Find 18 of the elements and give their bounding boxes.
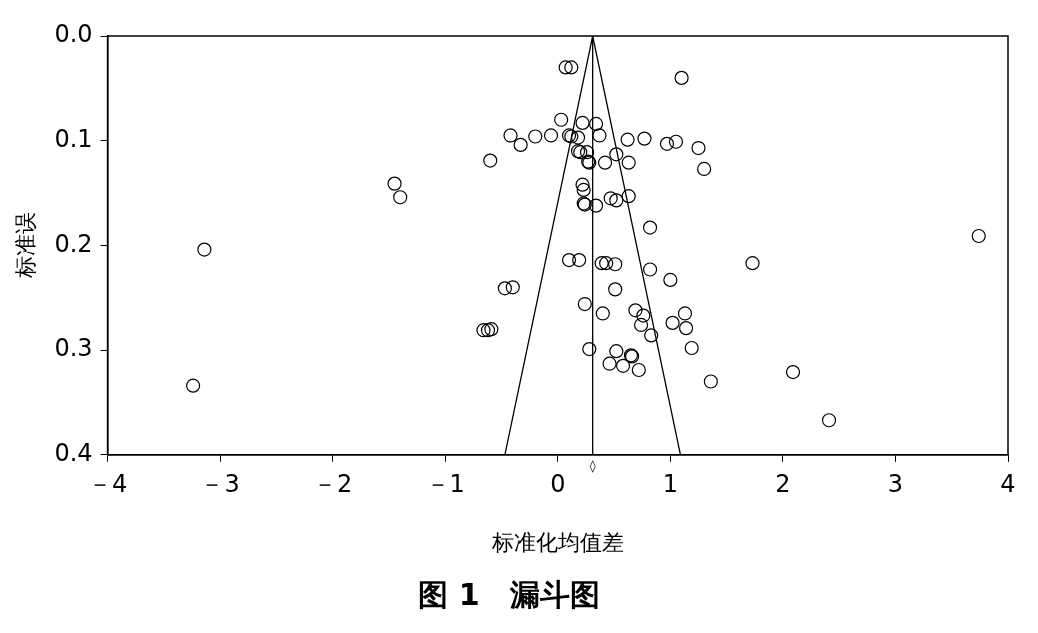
x-tick-label: 3 [887,470,904,499]
ref-line-label: ◊ [589,458,596,473]
x-tick-label: 0 [550,470,566,499]
x-tick-label: －1 [425,470,465,499]
y-axis-title: 标准误 [12,212,38,280]
y-tick-label: 0.4 [54,439,93,468]
text: 图 1 漏斗图 [418,576,600,612]
y-tick-label: 0.3 [54,334,93,363]
x-tick-label: －3 [200,470,240,499]
x-tick-label: －2 [313,470,353,499]
y-tick-label: 0.1 [54,124,93,153]
x-tick-label: 2 [775,470,791,499]
x-axis-title: 标准化均值差 [490,529,624,555]
x-tick-label: 4 [1000,470,1016,499]
x-tick-label: 1 [662,470,678,499]
y-tick-label: 0.0 [54,20,93,49]
y-tick-label: 0.2 [54,229,93,258]
x-tick-label: －4 [87,470,128,499]
